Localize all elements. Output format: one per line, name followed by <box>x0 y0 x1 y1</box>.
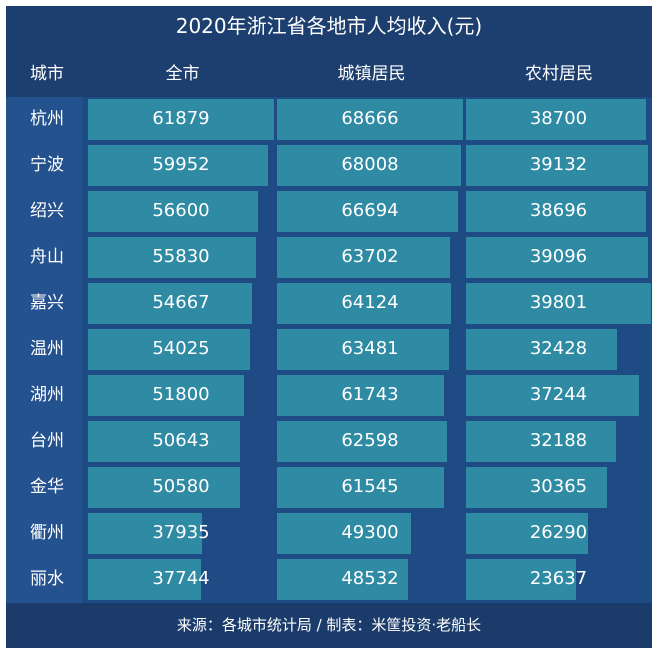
city-name: 金华 <box>30 477 64 497</box>
bar-rural <box>466 559 576 600</box>
bar-rural <box>466 421 616 462</box>
bar-all <box>88 513 202 554</box>
table-row: 湖州 51800 61743 37244 <box>6 373 652 419</box>
city-name: 丽水 <box>30 569 64 589</box>
bar-rural <box>466 145 648 186</box>
value-urban: 68666 <box>341 108 399 129</box>
bar-all <box>88 99 274 140</box>
value-rural: 38696 <box>529 200 588 221</box>
city-column-background <box>6 97 82 603</box>
table-row: 舟山 55830 63702 39096 <box>6 235 652 281</box>
table-row: 宁波 59952 68008 39132 <box>6 143 652 189</box>
bar-all <box>88 559 201 600</box>
city-name: 舟山 <box>30 247 64 267</box>
table-header: 2020年浙江省各地市人均收入(元) 城市 全市 城镇居民 农村居民 <box>6 6 652 97</box>
city-name: 温州 <box>30 339 64 359</box>
bar-urban <box>277 375 444 416</box>
table-row: 台州 50643 62598 32188 <box>6 419 652 465</box>
city-name: 宁波 <box>30 155 64 175</box>
chart-title: 2020年浙江省各地市人均收入(元) <box>175 14 483 38</box>
value-all: 54667 <box>152 292 210 313</box>
bar-rural <box>466 99 646 140</box>
bar-all <box>88 237 256 278</box>
value-rural: 39096 <box>529 246 588 267</box>
value-rural: 23637 <box>529 568 588 589</box>
value-all: 51800 <box>152 384 210 405</box>
table-row: 衢州 37935 49300 26290 <box>6 511 652 557</box>
value-rural: 39801 <box>529 292 588 313</box>
city-name: 湖州 <box>30 385 64 405</box>
bar-urban <box>277 559 408 600</box>
value-urban: 63481 <box>341 338 399 359</box>
value-urban: 63702 <box>341 246 399 267</box>
bar-urban <box>277 513 411 554</box>
bar-rural <box>466 375 639 416</box>
value-urban: 68008 <box>341 154 399 175</box>
value-urban: 64124 <box>341 292 399 313</box>
value-urban: 61743 <box>341 384 399 405</box>
value-urban: 48532 <box>341 568 399 589</box>
value-rural: 26290 <box>529 522 588 543</box>
table-row: 嘉兴 54667 64124 39801 <box>6 281 652 327</box>
bar-all <box>88 329 250 370</box>
bar-rural <box>466 329 617 370</box>
value-all: 54025 <box>152 338 210 359</box>
value-all: 37935 <box>152 522 210 543</box>
footer: 来源：各城市统计局 / 制表：米筐投资·老船长 <box>6 603 652 648</box>
value-all: 37744 <box>152 568 210 589</box>
value-urban: 66694 <box>341 200 399 221</box>
table-row: 绍兴 56600 66694 38696 <box>6 189 652 235</box>
bar-all <box>88 375 244 416</box>
value-all: 55830 <box>152 246 210 267</box>
value-all: 61879 <box>152 108 210 129</box>
bar-urban <box>277 145 461 186</box>
table-row: 杭州 61879 68666 38700 <box>6 97 652 143</box>
city-name: 嘉兴 <box>30 293 64 313</box>
column-header-urban: 城镇居民 <box>337 64 406 84</box>
income-table-panel: 2020年浙江省各地市人均收入(元) 城市 全市 城镇居民 农村居民 杭州 618… <box>6 6 652 648</box>
bar-rural <box>466 237 648 278</box>
value-rural: 38700 <box>529 108 588 129</box>
value-rural: 30365 <box>529 476 588 497</box>
bar-urban <box>277 329 449 370</box>
bar-urban <box>277 191 458 232</box>
value-urban: 61545 <box>341 476 399 497</box>
table-row: 温州 54025 63481 32428 <box>6 327 652 373</box>
city-name: 绍兴 <box>30 201 64 221</box>
bar-all <box>88 467 240 508</box>
bar-all <box>88 191 258 232</box>
value-rural: 32188 <box>529 430 588 451</box>
city-name: 衢州 <box>30 523 64 543</box>
value-all: 56600 <box>152 200 210 221</box>
table-row: 丽水 37744 48532 23637 <box>6 557 652 603</box>
bar-urban <box>277 421 447 462</box>
value-all: 59952 <box>152 154 210 175</box>
bar-urban <box>277 467 444 508</box>
bar-rural <box>466 513 588 554</box>
bar-rural <box>466 283 651 324</box>
value-rural: 32428 <box>529 338 588 359</box>
value-urban: 49300 <box>341 522 399 543</box>
bar-urban <box>277 283 451 324</box>
value-rural: 39132 <box>529 154 588 175</box>
value-all: 50580 <box>152 476 210 497</box>
column-header-all: 全市 <box>165 64 200 84</box>
column-header-rural: 农村居民 <box>525 64 593 84</box>
table-row: 金华 50580 61545 30365 <box>6 465 652 511</box>
value-urban: 62598 <box>341 430 399 451</box>
column-header-city: 城市 <box>30 64 64 84</box>
bar-urban <box>277 99 463 140</box>
source-note: 来源：各城市统计局 / 制表：米筐投资·老船长 <box>176 616 482 634</box>
bar-urban <box>277 237 450 278</box>
city-name: 台州 <box>30 431 64 451</box>
value-all: 50643 <box>152 430 210 451</box>
value-rural: 37244 <box>529 384 588 405</box>
bar-rural <box>466 467 607 508</box>
bar-all <box>88 421 240 462</box>
city-name: 杭州 <box>30 109 64 129</box>
bar-all <box>88 283 252 324</box>
bar-all <box>88 145 268 186</box>
bar-rural <box>466 191 646 232</box>
